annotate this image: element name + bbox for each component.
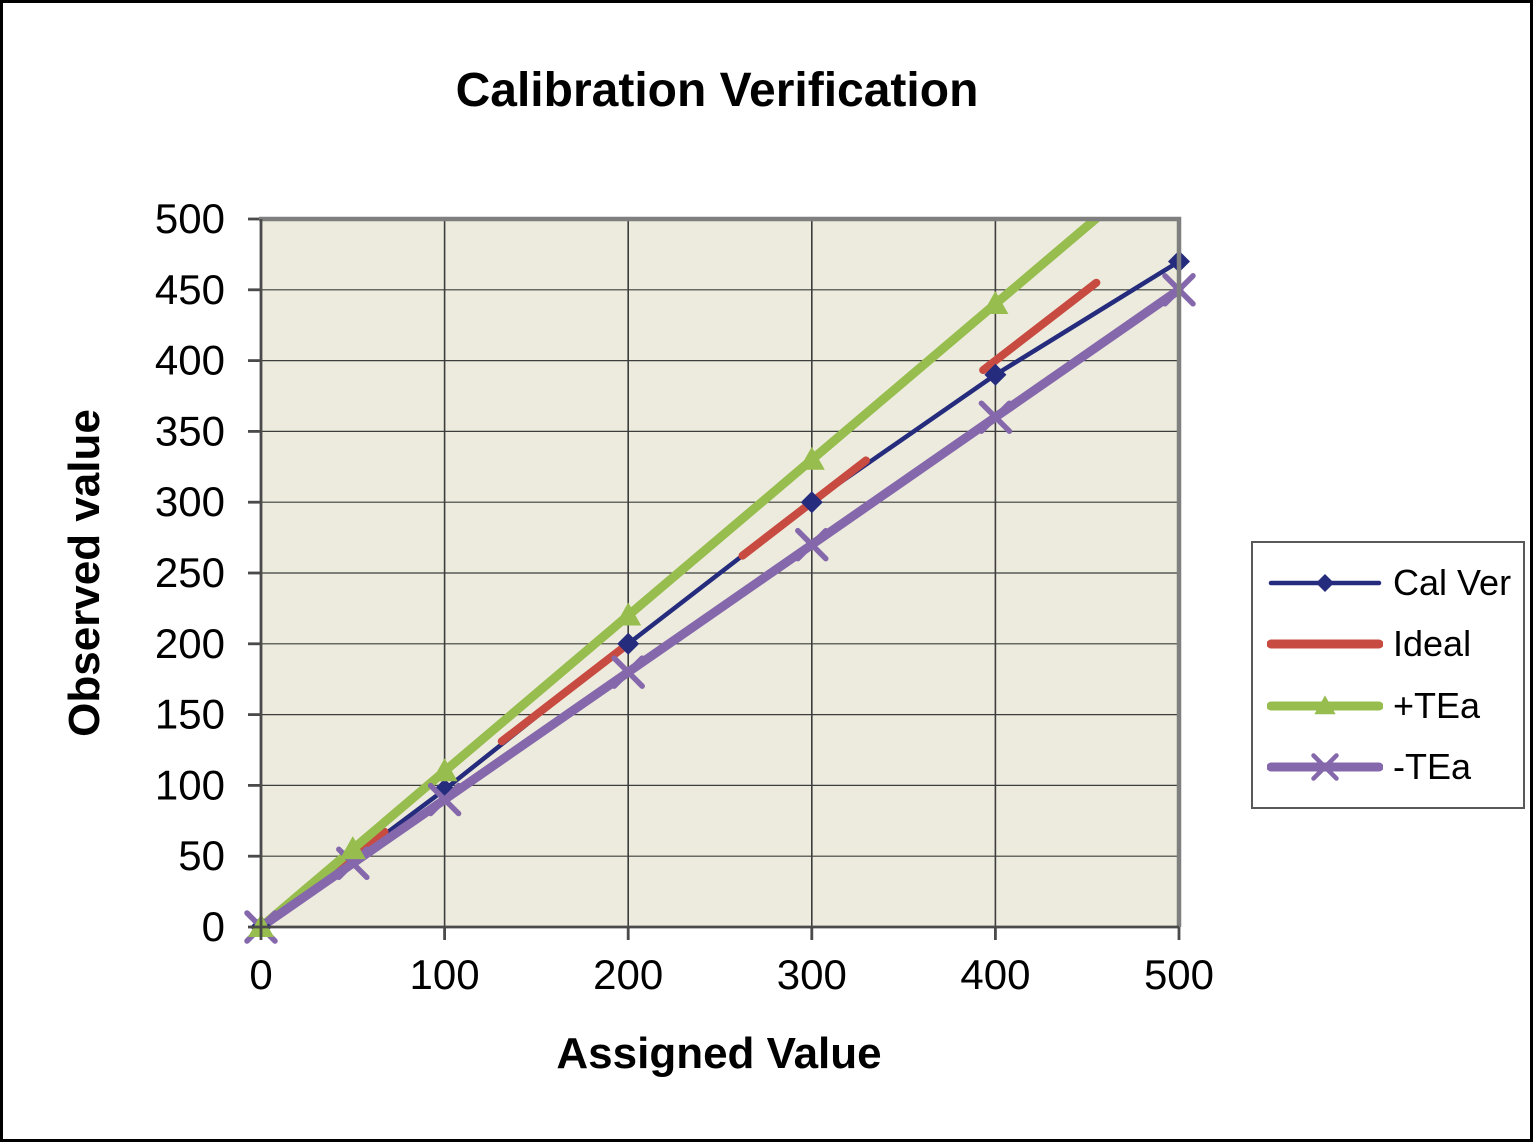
y-axis-title: Observed value: [60, 409, 109, 737]
legend-label: Ideal: [1393, 623, 1472, 665]
legend-item-ideal: Ideal: [1267, 623, 1523, 665]
x-tick-label: 300: [777, 951, 847, 998]
marker-plus-tea: [339, 836, 366, 860]
y-tick-label: 0: [202, 903, 225, 950]
x-tick-label: 200: [593, 951, 663, 998]
y-tick-label: 400: [155, 337, 225, 384]
legend-marker-cal-ver: [1315, 574, 1335, 593]
y-tick-label: 50: [178, 832, 225, 879]
y-tick-label: 200: [155, 620, 225, 667]
marker-cal-ver: [984, 363, 1007, 386]
legend-marker-plus-tea: [1314, 694, 1336, 714]
y-tick-label: 300: [155, 478, 225, 525]
legend-swatch-ideal: [1267, 639, 1383, 649]
legend-swatch-minus-tea: [1267, 753, 1383, 781]
legend-item-cal-ver: Cal Ver: [1267, 562, 1523, 604]
x-tick-label: 100: [410, 951, 480, 998]
marker-plus-tea: [431, 758, 458, 782]
x-tick-label: 400: [960, 951, 1030, 998]
marker-cal-ver: [800, 491, 823, 514]
y-tick-label: 500: [155, 195, 225, 242]
marker-plus-tea: [982, 290, 1009, 314]
y-tick-label: 250: [155, 549, 225, 596]
y-tick-label: 350: [155, 407, 225, 454]
legend-label: +TEa: [1393, 684, 1481, 726]
marker-minus-tea: [978, 400, 1013, 434]
marker-plus-tea: [798, 446, 825, 470]
legend-label: Cal Ver: [1393, 562, 1512, 604]
x-axis-title: Assigned Value: [556, 1029, 882, 1078]
marker-minus-tea: [795, 527, 829, 562]
legend-label: -TEa: [1393, 745, 1472, 787]
legend-swatch-cal-ver: [1268, 574, 1382, 593]
marker-minus-tea: [427, 782, 462, 817]
x-tick-label: 0: [249, 951, 272, 998]
legend-swatch-plus-tea: [1267, 694, 1383, 714]
marker-minus-tea: [611, 655, 645, 689]
legend-item-plus-tea: +TEa: [1267, 685, 1523, 727]
legend-item-minus-tea: -TEa: [1267, 746, 1523, 788]
chart-title: Calibration Verification: [455, 64, 979, 117]
axis-lines: [259, 219, 1179, 929]
legend: Cal Ver Ideal +TEa -TEa: [1251, 541, 1525, 809]
y-tick-label: 450: [155, 266, 225, 313]
series-line-cal-ver: [258, 259, 1182, 930]
marker-plus-tea: [615, 602, 642, 626]
plot-border: [259, 216, 1182, 927]
y-tick-label: 150: [155, 691, 225, 738]
plot-svg: 0 50 100 150 200 250 300 350 400 450 500 0 100 200 300…: [155, 195, 1214, 998]
marker-cal-ver: [617, 632, 640, 655]
y-tick-label: 100: [155, 761, 225, 808]
legend-marker-minus-tea: [1311, 753, 1339, 781]
x-tick-label: 500: [1144, 951, 1214, 998]
